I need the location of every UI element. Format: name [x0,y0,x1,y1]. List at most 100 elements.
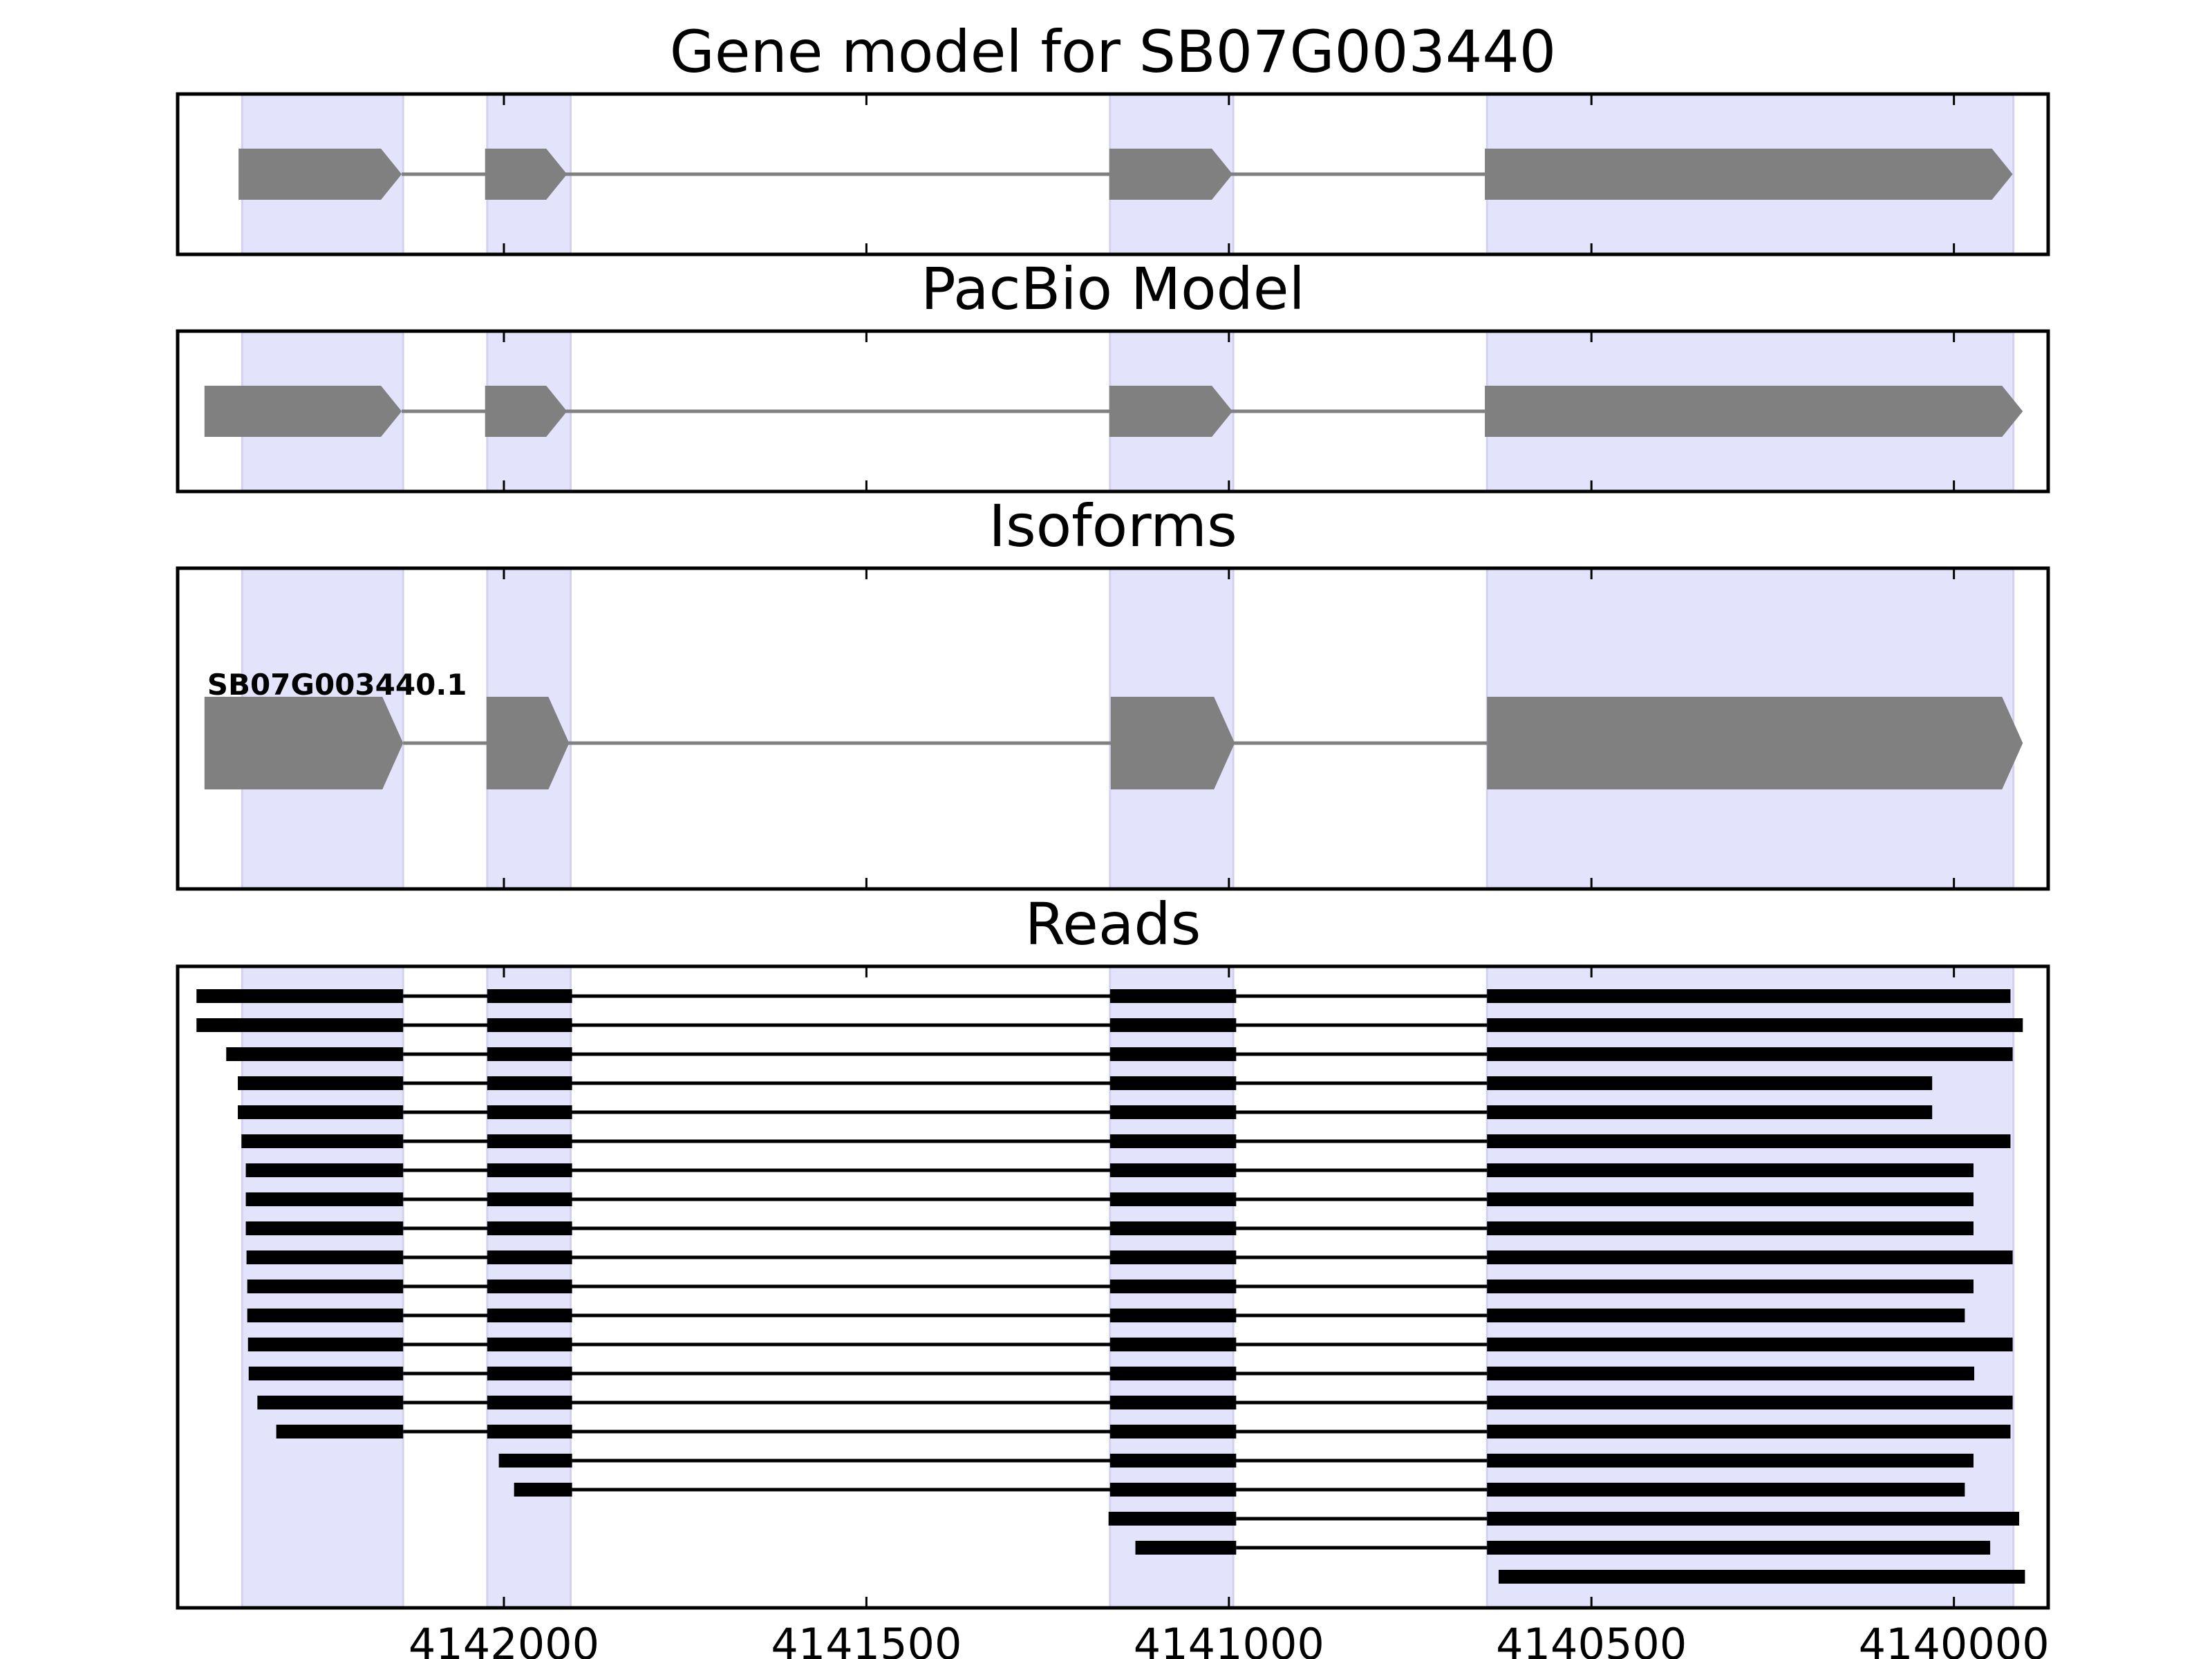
pacbio-model-exon-1-4 [1485,386,2023,437]
read-9-exon-4 [1487,1221,1974,1235]
read-1-exon-2 [487,989,572,1003]
reads-frame [176,964,2050,1610]
read-9-exon-2 [487,1221,572,1235]
read-19-exon-2 [1487,1512,2020,1526]
read-10-exon-3 [1109,1250,1237,1264]
read-8-exon-4 [1487,1192,1974,1206]
read-13-exon-4 [1487,1338,2013,1351]
isoforms-exon-1-3 [1110,697,1235,789]
read-15-exon-4 [1487,1396,2013,1409]
read-16-exon-3 [1109,1425,1237,1438]
read-1-exon-3 [1109,989,1237,1003]
read-4-exon-3 [1109,1076,1237,1090]
read-5-exon-1 [238,1105,404,1119]
isoforms-exon-1-1 [204,697,404,789]
read-5-exon-4 [1487,1105,1933,1119]
read-10-exon-1 [246,1250,404,1264]
read-2-exon-1 [196,1018,404,1032]
read-4-exon-4 [1487,1076,1933,1090]
gene-model-exon-1-4 [1485,149,2013,200]
pacbio-model-frame [176,329,2050,494]
read-1-exon-1 [196,989,404,1003]
read-15-exon-2 [487,1396,572,1409]
read-6-exon-1 [241,1134,404,1148]
isoforms-exon-1-4 [1487,697,2023,789]
read-21-exon-1 [1498,1570,2025,1584]
read-6-exon-2 [487,1134,572,1148]
read-18-exon-1 [514,1483,572,1497]
isoforms-frame [176,566,2050,891]
read-14-exon-4 [1487,1367,1975,1380]
read-7-exon-4 [1487,1163,1974,1177]
read-8-exon-3 [1109,1192,1237,1206]
read-17-exon-2 [1109,1454,1237,1468]
read-1-exon-4 [1487,989,2011,1003]
read-5-exon-3 [1109,1105,1237,1119]
read-13-exon-3 [1109,1338,1237,1351]
read-9-exon-3 [1109,1221,1237,1235]
read-19-exon-1 [1108,1512,1237,1526]
read-6-exon-4 [1487,1134,2011,1148]
gene-model-frame [176,92,2050,256]
read-14-exon-3 [1109,1367,1237,1380]
read-4-exon-1 [238,1076,404,1090]
read-3-exon-3 [1109,1047,1237,1061]
pacbio-model-panel [176,329,2050,494]
pacbio-model-title: PacBio Model [921,255,1305,323]
x-tick-label: 4142000 [409,1619,599,1659]
read-11-exon-2 [487,1280,572,1293]
reads-panel [176,964,2050,1610]
read-2-exon-4 [1487,1018,2023,1032]
read-7-exon-3 [1109,1163,1237,1177]
pacbio-model-exon-1-3 [1109,386,1233,437]
read-2-exon-3 [1109,1018,1237,1032]
read-10-exon-2 [487,1250,572,1264]
read-8-exon-2 [487,1192,572,1206]
read-11-exon-3 [1109,1280,1237,1293]
read-12-exon-4 [1487,1309,1965,1322]
read-4-exon-2 [487,1076,572,1090]
x-tick-label: 4141500 [771,1619,962,1659]
pacbio-model-exon-1-1 [204,386,402,437]
read-12-exon-2 [487,1309,572,1322]
read-8-exon-1 [245,1192,404,1206]
read-7-exon-2 [487,1163,572,1177]
read-12-exon-1 [247,1309,404,1322]
read-16-exon-1 [276,1425,404,1438]
gene-model-exon-1-3 [1109,149,1233,200]
read-3-exon-4 [1487,1047,2013,1061]
gene-model-title: Gene model for SB07G003440 [670,18,1556,86]
read-2-exon-2 [487,1018,572,1032]
pacbio-model-exon-1-2 [485,386,568,437]
read-14-exon-2 [487,1367,572,1380]
read-13-exon-2 [487,1338,572,1351]
isoforms-exon-1-2 [486,697,570,789]
gene-model-exon-1-1 [238,149,402,200]
read-5-exon-2 [487,1105,572,1119]
read-18-exon-3 [1487,1483,1965,1497]
reads-title: Reads [1025,890,1201,958]
read-16-exon-4 [1487,1425,2011,1438]
read-17-exon-3 [1487,1454,1974,1468]
read-9-exon-1 [245,1221,404,1235]
read-13-exon-1 [247,1338,404,1351]
read-20-exon-2 [1487,1541,1991,1555]
read-6-exon-3 [1109,1134,1237,1148]
gene-model-exon-1-2 [485,149,568,200]
read-7-exon-1 [245,1163,404,1177]
read-11-exon-4 [1487,1280,1974,1293]
isoforms-panel: SB07G003440.1 [176,566,2050,891]
x-axis: 4142000 4141500 4141000 4140500 4140000 [409,1619,2050,1659]
gene-model-panel [176,92,2050,256]
read-15-exon-1 [257,1396,404,1409]
read-17-exon-1 [498,1454,572,1468]
read-12-exon-3 [1109,1309,1237,1322]
read-11-exon-1 [247,1280,404,1293]
read-14-exon-1 [248,1367,404,1380]
read-18-exon-2 [1109,1483,1237,1497]
x-tick-label: 4141000 [1134,1619,1324,1659]
read-3-exon-2 [487,1047,572,1061]
isoform-label: SB07G003440.1 [207,668,467,702]
read-10-exon-4 [1487,1250,2013,1264]
